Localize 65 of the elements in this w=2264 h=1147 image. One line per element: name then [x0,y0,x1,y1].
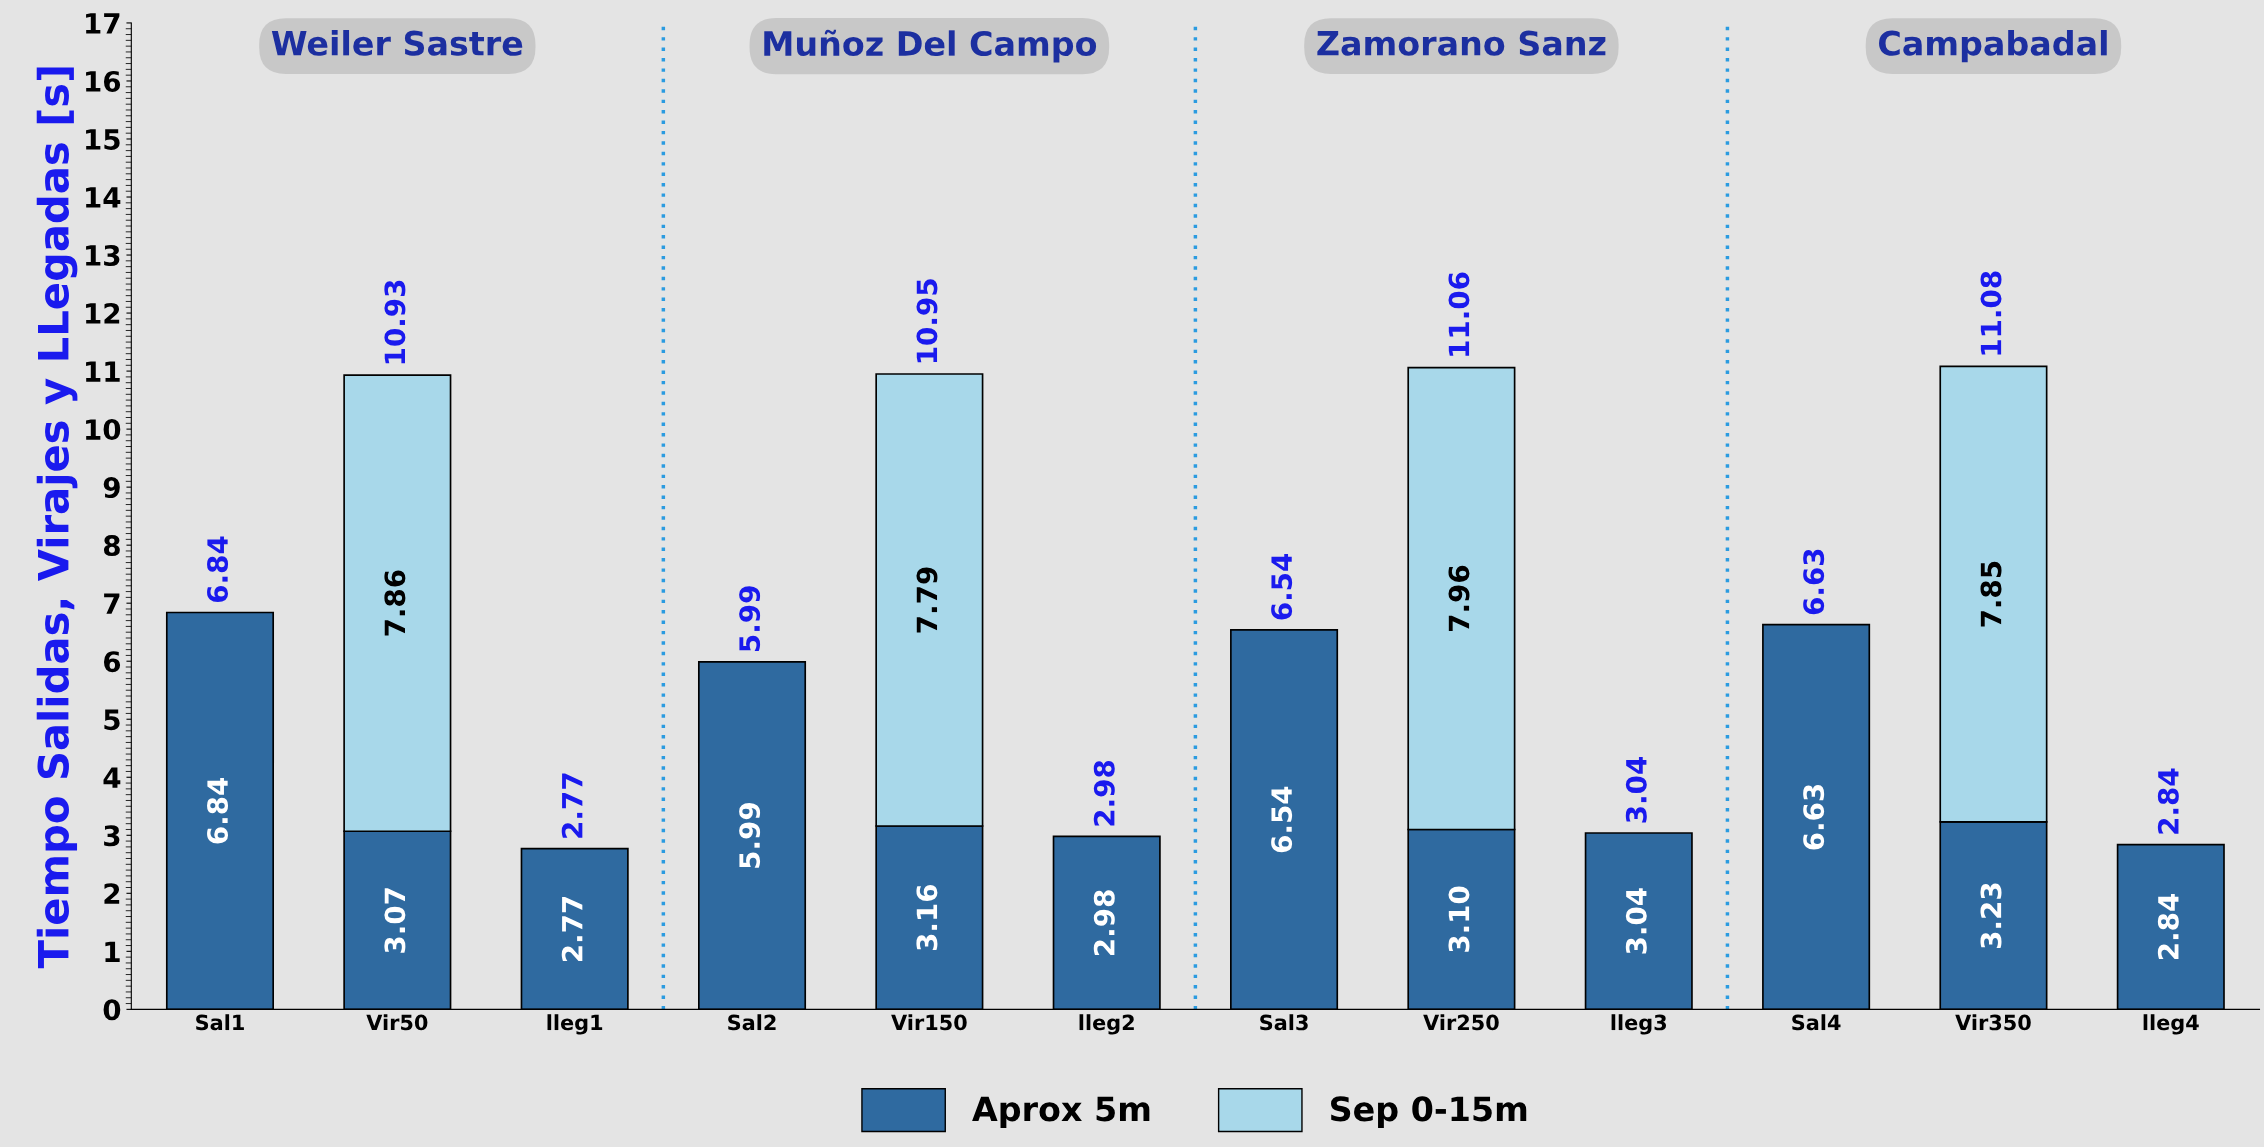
annotation: Zamorano Sanz [1317,30,1606,56]
y-tick-label: 16 [86,70,121,92]
data-label: 3.04 [1625,888,1647,954]
y-tick-label: 17 [86,13,120,34]
x-tick-label: Vir50 [366,1014,428,1031]
total-label: 10.95 [916,279,938,363]
y-tick-label: 12 [86,303,120,324]
total-label: 10.93 [384,280,406,364]
x-tick-label: Vir250 [1423,1014,1499,1031]
x-tick-label: Sal4 [1792,1014,1841,1031]
data-label: 6.63 [1803,784,1825,850]
y-tick-label: 15 [86,129,120,150]
data-label: 3.16 [916,884,938,951]
data-label: 7.79 [916,567,938,633]
x-tick-label: lleg3 [1611,1014,1667,1035]
total-label: 5.99 [739,586,761,651]
y-tick-label: 13 [86,244,120,266]
data-label: 2.77 [561,896,583,962]
y-tick-label: 5 [104,709,120,731]
x-tick-label: lleg1 [547,1014,603,1035]
y-tick-label: 3 [104,825,120,847]
data-label: 3.07 [384,888,406,953]
data-label: 6.84 [207,777,229,844]
data-label: 7.85 [1980,561,2002,627]
legend-label: Aprox 5m [972,1096,1150,1128]
annotation: Campabadal [1879,30,2107,63]
y-tick-label: 0 [103,999,121,1021]
total-label: 6.84 [207,536,229,603]
x-tick-label: Sal3 [1260,1014,1308,1031]
y-tick-label: 10 [86,419,121,441]
x-tick-label: Sal2 [728,1014,776,1031]
total-label: 6.54 [1271,553,1293,620]
total-label: 11.06 [1448,272,1470,356]
annotation: Muñoz Del Campo [764,29,1097,63]
x-tick-label: Vir150 [891,1014,967,1031]
x-tick-label: Sal1 [196,1014,244,1031]
total-label: 2.84 [2157,768,2179,834]
total-label: 3.04 [1625,757,1647,823]
x-tick-label: Vir350 [1955,1014,2031,1031]
annotation: Weiler Sastre [271,30,523,56]
total-label: 6.63 [1803,549,1825,615]
legend-label: Sep 0-15m [1331,1096,1527,1128]
x-tick-label: lleg4 [2143,1014,2199,1035]
data-label: 7.96 [1448,565,1470,631]
data-label: 3.23 [1980,883,2002,949]
total-label: 2.98 [1093,760,1115,826]
total-label: 2.77 [561,773,583,838]
y-tick-label: 2 [104,883,120,904]
y-tick-label: 14 [86,187,121,208]
y-tick-label: 11 [86,361,120,382]
data-label: 5.99 [739,803,761,868]
y-tick-label: 8 [103,535,120,557]
data-label: 3.10 [1448,886,1470,952]
x-tick-label: lleg2 [1079,1014,1134,1035]
y-tick-label: 1 [105,941,120,962]
data-label: 6.54 [1271,786,1293,853]
y-tick-label: 4 [103,767,121,788]
data-label: 2.98 [1093,890,1115,955]
y-tick-label: 6 [103,651,121,673]
data-label: 7.86 [384,570,406,636]
y-tick-label: 7 [104,593,120,614]
y-axis-title: Tiempo Salidas, Virajes y LLegadas [s] [36,67,78,969]
total-label: 11.08 [1980,271,2002,355]
data-label: 2.84 [2157,893,2179,960]
y-tick-label: 9 [103,477,120,499]
